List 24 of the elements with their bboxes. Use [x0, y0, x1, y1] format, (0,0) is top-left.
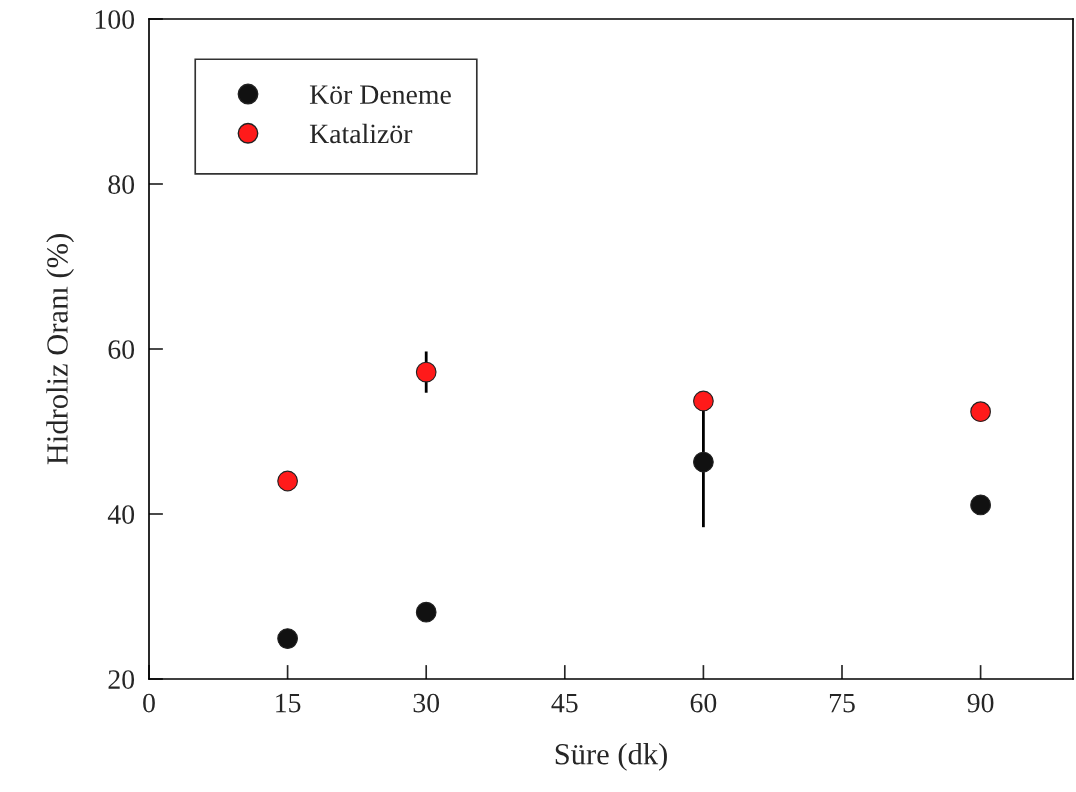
legend-label: Katalizör — [309, 123, 413, 144]
point — [693, 451, 714, 473]
x-tick-label: 30 — [413, 693, 440, 713]
y-tick-label: 100 — [95, 10, 135, 29]
y-tick-label: 60 — [108, 340, 135, 359]
point — [415, 361, 437, 383]
point — [415, 601, 437, 623]
point — [277, 628, 298, 649]
point — [277, 470, 298, 492]
y-tick-label: 20 — [108, 670, 135, 689]
point — [970, 401, 991, 423]
x-tick-label: 45 — [551, 693, 578, 713]
x-tick-label: 15 — [276, 693, 301, 713]
y-tick-label: 80 — [108, 175, 135, 194]
x-tick-label: 0 — [143, 693, 155, 713]
x-axis-title: Süre (dk) — [555, 743, 667, 771]
y-tick-label: 40 — [107, 505, 135, 524]
x-tick-label: 90 — [967, 693, 994, 713]
legend-label: Kör Deneme — [309, 85, 451, 105]
x-tick-label: 60 — [690, 693, 717, 713]
point — [970, 494, 991, 516]
x-tick-label: 75 — [829, 693, 855, 713]
point — [693, 390, 714, 412]
y-axis-title: Hidroliz Oranı (%) — [46, 234, 74, 465]
